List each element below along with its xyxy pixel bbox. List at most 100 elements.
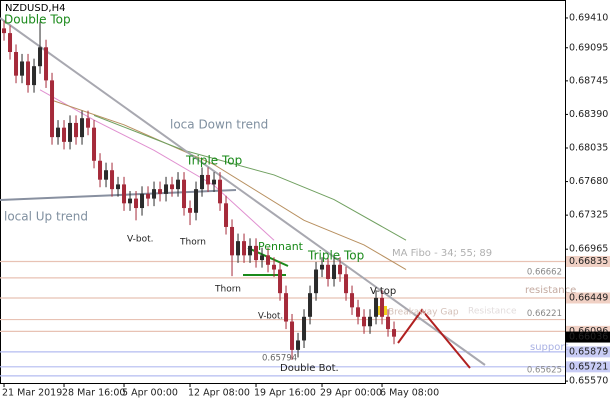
candle-body bbox=[254, 245, 259, 261]
candle-body bbox=[344, 274, 349, 294]
candle-body bbox=[164, 184, 169, 194]
candle-body bbox=[68, 122, 73, 142]
candle-body bbox=[20, 61, 25, 76]
price-label: 0.66096 bbox=[569, 326, 608, 337]
candle-body bbox=[368, 316, 373, 327]
x-tick-label: 28 Mar 16:00 bbox=[62, 388, 125, 399]
candle-body bbox=[278, 269, 283, 294]
candle-body bbox=[140, 193, 145, 209]
candle-body bbox=[236, 241, 241, 256]
candle-body bbox=[296, 340, 301, 350]
candle-body bbox=[182, 179, 187, 209]
annotation: Resistance bbox=[468, 307, 517, 317]
candle-body bbox=[32, 66, 37, 86]
x-tick-label: 19 Apr 16:00 bbox=[254, 388, 316, 399]
annotation: MA Fibo - 34; 55; 89 bbox=[392, 248, 492, 259]
annotation: V-bot. bbox=[258, 312, 283, 322]
y-tick-label: 0.66965 bbox=[569, 244, 608, 255]
x-tick-label: 6 May 08:00 bbox=[380, 388, 439, 399]
candle-body bbox=[104, 170, 109, 180]
candle-body bbox=[218, 179, 223, 204]
candle-body bbox=[338, 264, 343, 275]
price-box bbox=[566, 255, 610, 267]
moving-average bbox=[93, 114, 407, 241]
candle-body bbox=[266, 255, 271, 265]
annotation: Thorn bbox=[214, 285, 241, 295]
candle-body bbox=[56, 127, 61, 138]
candle-body bbox=[308, 293, 313, 317]
annotation: V-bot. bbox=[127, 235, 154, 245]
moving-average bbox=[39, 89, 275, 241]
down-trend-line bbox=[0, 17, 486, 366]
candle-body bbox=[152, 189, 157, 199]
candle-body bbox=[26, 61, 31, 86]
price-label: 0.66835 bbox=[569, 256, 608, 267]
candle-body bbox=[242, 241, 247, 256]
candle-body bbox=[362, 316, 367, 327]
candle-body bbox=[98, 160, 103, 180]
projection bbox=[397, 308, 471, 369]
y-tick-label: 0.65570 bbox=[569, 376, 608, 387]
candle-body bbox=[332, 264, 337, 279]
candle-body bbox=[146, 193, 151, 199]
candle-body bbox=[8, 33, 13, 53]
candle-body bbox=[80, 118, 85, 138]
candle-body bbox=[386, 316, 391, 330]
x-tick-label: 21 Mar 2019 bbox=[2, 388, 62, 399]
candle-body bbox=[116, 184, 121, 190]
candle-body bbox=[38, 47, 43, 67]
candle-body bbox=[302, 316, 307, 341]
candle-body bbox=[2, 28, 7, 34]
candle-body bbox=[128, 198, 133, 204]
price-label: 0.66221 bbox=[527, 309, 562, 319]
candle-body bbox=[170, 184, 175, 190]
y-tick-label: 0.68745 bbox=[569, 75, 608, 86]
candle-body bbox=[326, 264, 331, 279]
y-tick-label: 0.69410 bbox=[569, 12, 608, 23]
y-tick-label: 0.68390 bbox=[569, 109, 608, 120]
candle-body bbox=[86, 118, 91, 128]
annotation: V-top bbox=[370, 286, 396, 297]
candle-body bbox=[134, 198, 139, 209]
candle-body bbox=[110, 170, 115, 190]
price-box bbox=[566, 346, 610, 358]
price-box bbox=[566, 325, 610, 337]
annotation: Double Top bbox=[4, 13, 71, 27]
y-tick-label: 0.69095 bbox=[569, 42, 608, 53]
candle-body bbox=[74, 122, 79, 138]
candle-body bbox=[230, 226, 235, 256]
candle-body bbox=[62, 127, 67, 142]
chart-title: NZDUSD,H4 bbox=[5, 3, 65, 14]
price-label: 0.65625 bbox=[527, 365, 562, 375]
price-box bbox=[566, 331, 610, 343]
y-tick-label: 0.67680 bbox=[569, 176, 608, 187]
candle-body bbox=[188, 208, 193, 213]
candle-body bbox=[194, 189, 199, 213]
candle-body bbox=[92, 127, 97, 161]
candle-body bbox=[14, 52, 19, 76]
price-label: 0.65879 bbox=[569, 346, 608, 357]
candle-body bbox=[176, 179, 181, 190]
x-tick-label: 29 Apr 00:00 bbox=[320, 388, 382, 399]
candle-body bbox=[200, 174, 205, 190]
candle-body bbox=[272, 264, 277, 270]
annotation: Breakaway Gap bbox=[388, 308, 459, 318]
candle-body bbox=[206, 174, 211, 185]
candle-body bbox=[224, 203, 229, 227]
annotation: Thorn bbox=[179, 238, 206, 248]
price-label: 0.66449 bbox=[569, 292, 608, 303]
price-note: 0.65794 bbox=[262, 354, 297, 364]
candle-body bbox=[380, 297, 385, 317]
candle-body bbox=[392, 329, 397, 337]
candle-body bbox=[212, 179, 217, 185]
candle-body bbox=[248, 245, 253, 256]
candle-body bbox=[320, 264, 325, 270]
candle-body bbox=[290, 321, 295, 350]
candle-body bbox=[350, 293, 355, 308]
annotation: loca Down trend bbox=[170, 118, 268, 132]
candle-body bbox=[374, 297, 379, 317]
candle-body bbox=[158, 189, 163, 194]
candle-body bbox=[284, 293, 289, 322]
annotation: Double Bot. bbox=[280, 363, 339, 374]
